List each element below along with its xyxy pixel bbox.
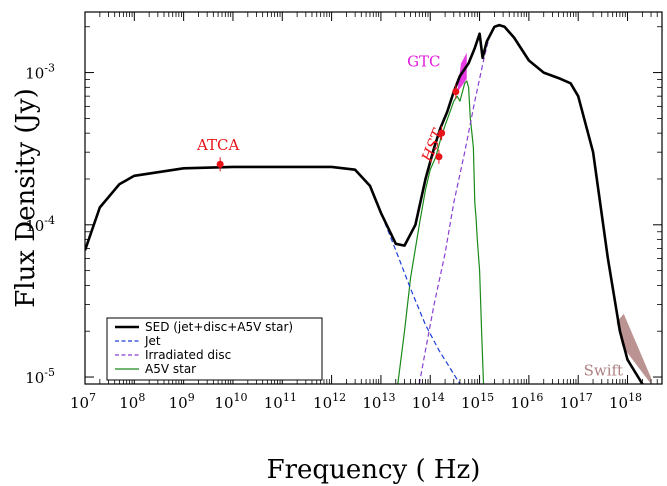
y-axis-ticks <box>85 26 662 385</box>
x-tick-label-1e15: 1015 <box>461 391 494 412</box>
x-tick-label-1e8: 108 <box>119 391 145 412</box>
y-tick-label-1e-4: 10-4 <box>25 214 55 235</box>
x-tick-label-1e7: 107 <box>70 391 96 412</box>
x-tick-label-1e13: 1013 <box>362 391 395 412</box>
series-line-sed-jet-disc-a5v-star <box>85 23 644 384</box>
legend-label-2: Irradiated disc <box>145 348 231 362</box>
data-point-1 <box>435 153 443 161</box>
data-point-2 <box>438 129 446 137</box>
x-tick-label-1e17: 1017 <box>560 391 593 412</box>
x-axis-ticks <box>84 12 663 384</box>
y-axis-title: Flux Density (Jy) <box>11 88 41 307</box>
x-tick-label-1e16: 1016 <box>510 391 543 412</box>
annotation-atca: ATCA <box>196 136 239 154</box>
legend-box <box>106 317 323 381</box>
series-line-a5v-star <box>397 80 485 384</box>
annotation-gtc: GTC <box>407 52 440 70</box>
legend-label-0: SED (jet+disc+A5V star) <box>145 320 293 334</box>
x-tick-label-1e14: 1014 <box>412 391 445 412</box>
annotation-swift: Swift <box>584 362 624 380</box>
legend-label-1: Jet <box>144 334 161 348</box>
x-tick-label-1e11: 1011 <box>264 391 297 412</box>
x-tick-label-1e10: 1010 <box>214 391 247 412</box>
data-point-0 <box>216 160 224 168</box>
y-tick-label-1e-5: 10-5 <box>25 366 55 387</box>
x-tick-label-1e18: 1018 <box>609 391 642 412</box>
y-tick-label-1e-3: 10-3 <box>25 62 55 83</box>
plot-area <box>85 23 652 384</box>
x-tick-label-1e9: 109 <box>169 391 195 412</box>
x-axis-title: Frequency ( Hz) <box>267 455 481 485</box>
swift-spectrum-band <box>616 313 652 384</box>
x-tick-label-1e12: 1012 <box>313 391 346 412</box>
series-line-irradiated-disc <box>418 24 643 384</box>
data-point-3 <box>452 88 460 96</box>
legend-label-3: A5V star <box>145 362 196 376</box>
